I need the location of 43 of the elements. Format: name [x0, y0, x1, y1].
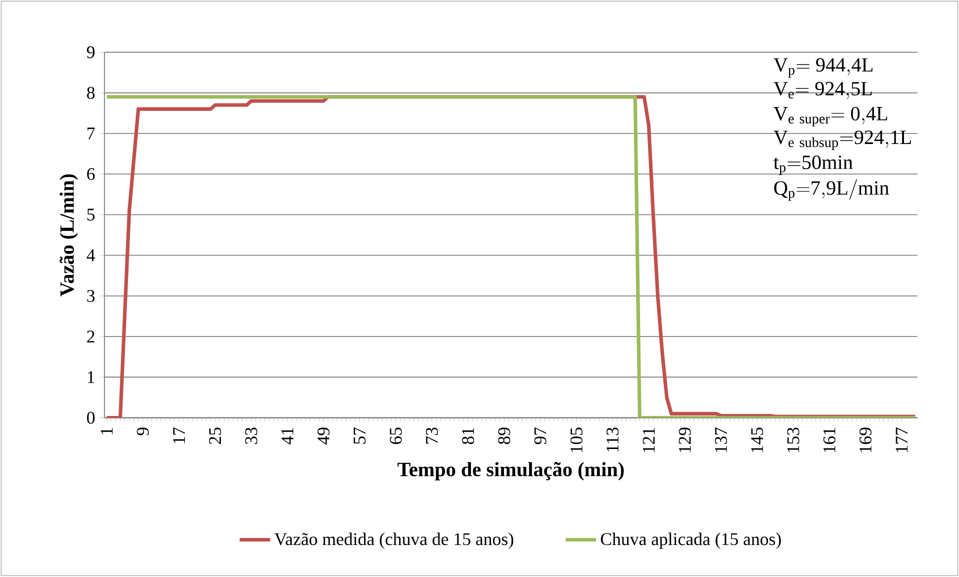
x-tick-label: 1 [100, 428, 113, 434]
x-tick-label: 137 [715, 428, 727, 452]
annotation: $\mathrm{V_{e\ super}{=}\ 0{,}4L}$ [774, 106, 888, 126]
x-tick-label: 65 [390, 428, 402, 444]
annotation: $\mathrm{Q_{p}{=}7{,}9L/min}$ [774, 179, 889, 201]
y-tick-label: 2 [87, 330, 94, 343]
x-tick-label: 177 [896, 428, 908, 452]
x-tick-label: 97 [534, 428, 546, 444]
annotation: $\mathrm{t_{p}{=}50min}$ [774, 156, 853, 176]
x-tick-label: 33 [245, 428, 258, 444]
x-tick-label: 49 [318, 428, 330, 444]
x-tick-label: 73 [426, 428, 438, 444]
x-tick-label: 161 [823, 428, 836, 452]
x-tick-label: 153 [787, 428, 800, 452]
annotation: $\mathrm{V_{p}{=}\ 944{,}4L}$ [774, 58, 872, 78]
x-tick-label: 41 [282, 428, 294, 444]
x-tick-label: 9 [136, 428, 149, 436]
x-tick-label: 121 [642, 428, 655, 452]
x-tick-label: 169 [860, 428, 872, 452]
legend-label: Chuva aplicada (15 anos) [600, 532, 781, 549]
x-axis-title: Tempo de simulação (min) [398, 462, 624, 480]
annotation: $\mathrm{V_{e}{=}\ 924{,}5L}$ [774, 82, 872, 100]
y-axis-title: Vazão (L/min) [60, 174, 78, 296]
y-tick-label: 3 [87, 290, 95, 302]
x-tick-label: 17 [173, 428, 185, 444]
y-tick-label: 4 [86, 250, 95, 262]
y-tick-label: 7 [88, 128, 95, 140]
y-tick-label: 8 [87, 86, 95, 99]
x-tick-label: 57 [354, 428, 366, 444]
x-tick-label: 113 [606, 428, 619, 452]
y-tick-label: 9 [86, 46, 95, 58]
x-tick-label: 89 [498, 428, 510, 444]
annotation: $\mathrm{V_{e\ subsup}{=}924{,}1L}$ [774, 130, 911, 150]
y-tick-label: 1 [88, 371, 94, 384]
x-tick-label: 145 [751, 428, 764, 452]
x-tick-label: 81 [462, 428, 474, 444]
x-tick-label: 129 [678, 428, 691, 452]
y-tick-label: 5 [87, 208, 95, 221]
legend-label: Vazão medida (chuva de 15 anos) [274, 532, 514, 549]
y-tick-label: 0 [87, 412, 95, 424]
x-tick-label: 105 [570, 428, 582, 452]
y-tick-label: 6 [87, 168, 95, 180]
x-tick-label: 25 [209, 428, 222, 444]
